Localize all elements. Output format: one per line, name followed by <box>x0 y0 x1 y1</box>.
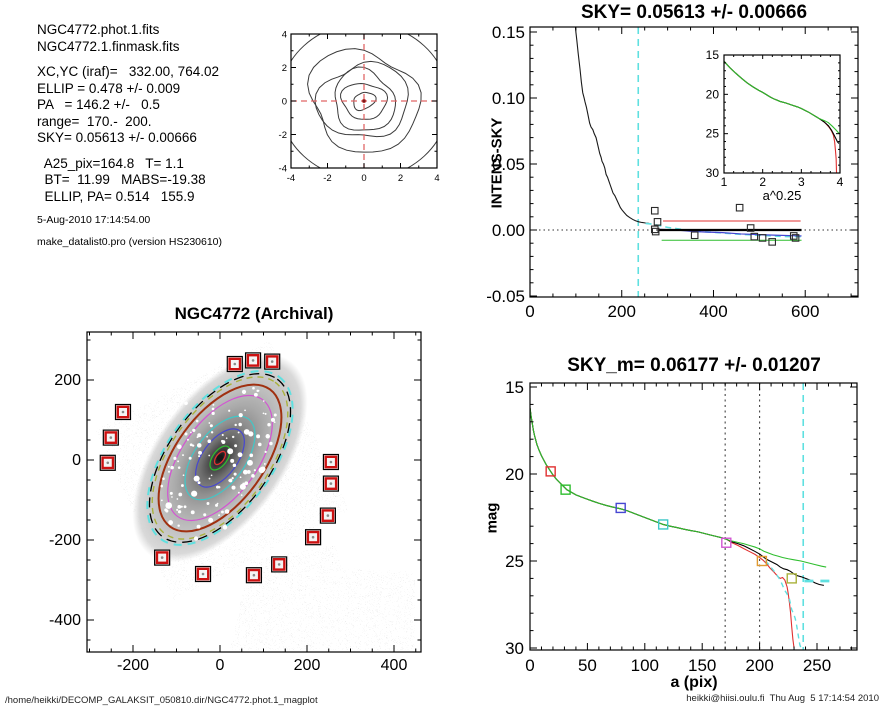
svg-text:30: 30 <box>706 166 720 180</box>
svg-text:4: 4 <box>837 175 844 189</box>
svg-text:50: 50 <box>578 656 597 675</box>
sky-plot-title: SKY= 0.05613 +/- 0.00666 <box>580 2 808 23</box>
svg-text:20: 20 <box>706 87 720 101</box>
svg-text:30: 30 <box>505 639 524 658</box>
svg-text:3: 3 <box>798 175 805 189</box>
svg-text:-2: -2 <box>279 130 287 141</box>
svg-text:4: 4 <box>282 30 287 41</box>
info-line: NGC4772.1.finmask.fits <box>37 38 180 54</box>
svg-text:15: 15 <box>505 378 524 397</box>
svg-text:0: 0 <box>525 656 534 675</box>
svg-text:-0.05: -0.05 <box>486 287 525 306</box>
output-file-path: /home/heikki/DECOMP_GALAKSIT_050810.dir/… <box>5 695 318 706</box>
svg-text:100: 100 <box>631 656 659 675</box>
svg-text:0: 0 <box>282 97 287 108</box>
svg-text:4: 4 <box>434 173 439 184</box>
user-timestamp-credit: heikki@hiisi.oulu.fi Thu Aug 5 17:14:54 … <box>686 693 879 704</box>
svg-text:25: 25 <box>505 552 524 571</box>
svg-text:2: 2 <box>398 173 403 184</box>
svg-text:250: 250 <box>803 656 831 675</box>
svg-text:0: 0 <box>216 657 225 674</box>
svg-text:-400: -400 <box>49 612 81 629</box>
svg-text:400: 400 <box>699 302 727 321</box>
svg-text:-200: -200 <box>49 532 81 549</box>
svg-text:2: 2 <box>759 175 766 189</box>
growth-curve-plot: 0 50 100 150 200 250 15 20 25 30 <box>505 378 858 675</box>
svg-text:0.10: 0.10 <box>492 89 525 108</box>
svg-text:0: 0 <box>72 452 81 469</box>
info-line: XC,YC (iraf)= 332.00, 764.02 <box>37 64 219 79</box>
svg-text:0.05: 0.05 <box>492 155 525 174</box>
svg-text:15: 15 <box>706 48 720 62</box>
info-line: PA = 146.2 +/- 0.5 <box>37 97 160 112</box>
svg-text:-4: -4 <box>279 164 287 175</box>
galaxy-image-plot: -200 0 200 400 200 0 -200 -400 <box>49 331 422 674</box>
contour-mini-plot: -4 -2 0 2 4 -4 -2 0 2 4 <box>279 30 440 185</box>
svg-text:25: 25 <box>706 127 720 141</box>
mag-plot-xlabel: a (pix) <box>670 674 718 691</box>
svg-text:200: 200 <box>608 302 636 321</box>
svg-text:0: 0 <box>525 302 534 321</box>
svg-text:-4: -4 <box>287 173 295 184</box>
svg-text:600: 600 <box>791 302 819 321</box>
svg-text:150: 150 <box>688 656 716 675</box>
svg-text:0: 0 <box>361 173 366 184</box>
image-plot-title: NGC4772 (Archival) <box>174 304 334 323</box>
info-line: NGC4772.phot.1.fits <box>37 22 160 37</box>
info-line: make_datalist0.pro (version HS230610) <box>37 236 223 248</box>
info-line: 5-Aug-2010 17:14:54.00 <box>37 214 151 226</box>
sky-intensity-plot: 0 200 400 600 0.15 0.10 0.05 0.00 -0.05 1 2 3 4 15 20 2… <box>486 23 859 321</box>
mag-plot-title: SKY_m= 0.06177 +/- 0.01207 <box>567 355 821 376</box>
info-line: ELLIP, PA= 0.514 155.9 <box>37 188 195 204</box>
info-line: SKY= 0.05613 +/- 0.00666 <box>37 130 197 145</box>
svg-text:1: 1 <box>721 175 728 189</box>
svg-text:2: 2 <box>282 63 287 74</box>
svg-text:200: 200 <box>54 372 81 389</box>
svg-text:0.15: 0.15 <box>492 23 525 42</box>
photometry-info-panel: NGC4772.phot.1.fits NGC4772.1.finmask.fit… <box>37 22 222 249</box>
svg-text:-200: -200 <box>117 657 149 674</box>
inset-xlabel: a^0.25 <box>762 188 802 203</box>
info-line: BT= 11.99 MABS=-19.38 <box>37 172 206 187</box>
svg-text:200: 200 <box>745 656 773 675</box>
svg-text:-2: -2 <box>323 173 331 184</box>
svg-text:0.00: 0.00 <box>492 221 525 240</box>
info-line: range= 170.- 200. <box>37 113 152 129</box>
svg-text:200: 200 <box>294 657 321 674</box>
info-line: A25_pix=164.8 T= 1.1 <box>37 155 184 171</box>
svg-text:400: 400 <box>381 657 408 674</box>
svg-text:20: 20 <box>505 465 524 484</box>
info-line: ELLIP = 0.478 +/- 0.009 <box>37 80 181 96</box>
